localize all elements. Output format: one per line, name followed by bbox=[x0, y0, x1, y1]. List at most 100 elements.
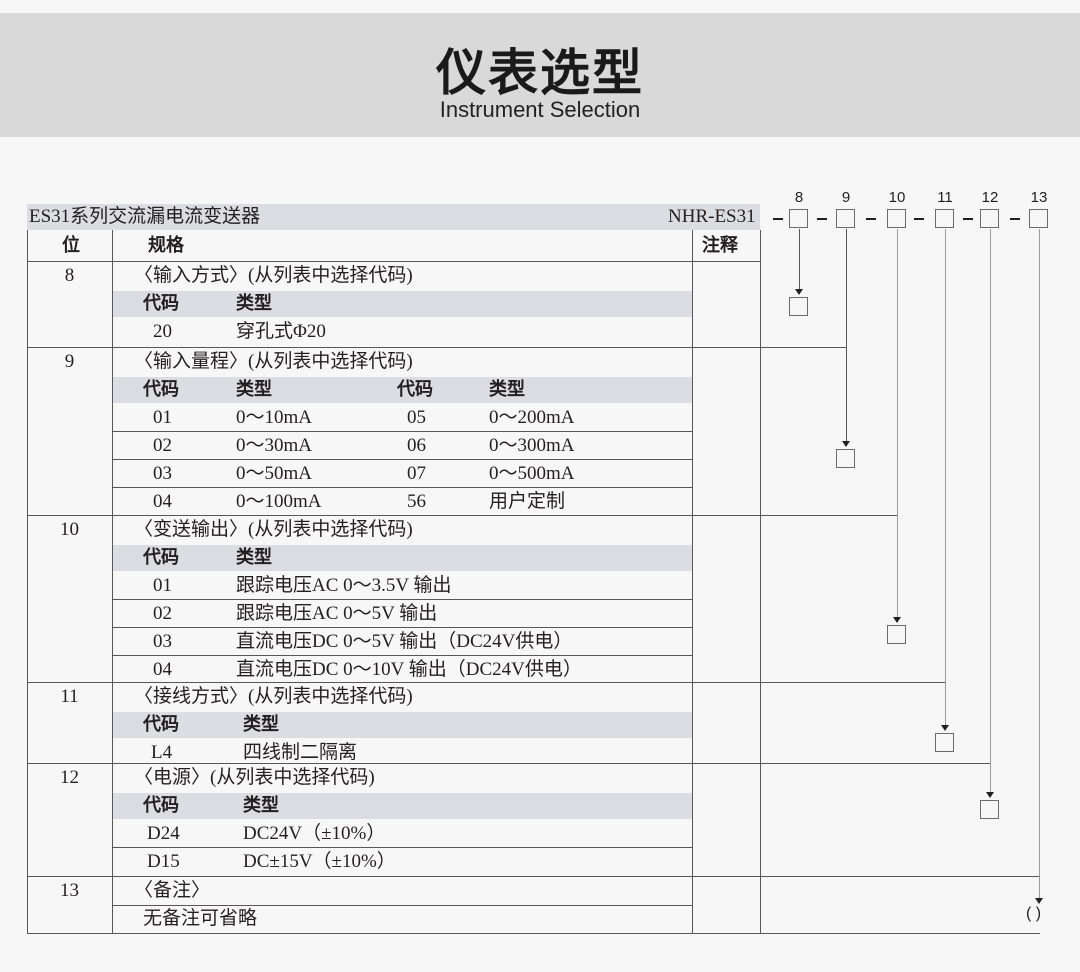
separator-dash bbox=[1010, 218, 1020, 220]
section-divider bbox=[27, 876, 1040, 877]
position-label: 10 bbox=[888, 189, 906, 206]
code-value: D24 bbox=[147, 823, 180, 844]
code-header: 类型 bbox=[489, 379, 525, 400]
type-value: 穿孔式Φ20 bbox=[236, 321, 326, 342]
code-header-band bbox=[113, 793, 692, 819]
product-title: ES31系列交流漏电流变送器 bbox=[29, 206, 261, 227]
code-result-slot bbox=[836, 449, 855, 468]
row-divider bbox=[112, 655, 692, 656]
code-value: L4 bbox=[151, 742, 173, 763]
column-divider bbox=[760, 230, 761, 933]
code-header: 代码 bbox=[143, 547, 179, 568]
code-header-band bbox=[113, 291, 692, 317]
separator-dash bbox=[914, 218, 924, 220]
arrow-down-icon bbox=[986, 792, 994, 798]
model-code: NHR-ES31 bbox=[668, 206, 756, 227]
row-divider bbox=[112, 431, 692, 432]
separator-dash bbox=[963, 218, 973, 220]
code-value: 07 bbox=[407, 463, 426, 484]
code-value: 04 bbox=[153, 491, 172, 512]
separator-dash bbox=[773, 218, 783, 220]
arrow-down-icon bbox=[941, 725, 949, 731]
section-caption: 〈电源〉(从列表中选择代码) bbox=[134, 767, 375, 788]
position-number: 12 bbox=[60, 767, 79, 788]
row-divider bbox=[112, 487, 692, 488]
code-slot bbox=[836, 209, 855, 228]
arrow-down-icon bbox=[893, 617, 901, 623]
position-label: 13 bbox=[1030, 189, 1048, 206]
code-header: 类型 bbox=[243, 795, 279, 816]
code-value: D15 bbox=[147, 851, 180, 872]
position-label: 12 bbox=[981, 189, 999, 206]
remark-placeholder: ( ) bbox=[1026, 905, 1042, 922]
code-slot bbox=[1029, 209, 1048, 228]
code-value: 03 bbox=[153, 463, 172, 484]
section-caption: 〈变送输出〉(从列表中选择代码) bbox=[134, 519, 413, 540]
table-border-left bbox=[27, 230, 28, 933]
position-number: 8 bbox=[64, 265, 75, 286]
type-value: DC±15V（±10%） bbox=[243, 851, 396, 872]
code-value: 03 bbox=[153, 631, 172, 652]
position-number: 11 bbox=[60, 686, 79, 707]
column-header-spec: 规格 bbox=[148, 235, 184, 256]
connector-line bbox=[990, 229, 991, 794]
row-divider bbox=[112, 905, 692, 906]
code-slot bbox=[789, 209, 808, 228]
code-header: 类型 bbox=[236, 547, 272, 568]
connector-line bbox=[799, 229, 800, 291]
code-value: 02 bbox=[153, 435, 172, 456]
column-divider bbox=[112, 230, 113, 933]
position-number: 13 bbox=[60, 880, 79, 901]
code-header: 类型 bbox=[236, 379, 272, 400]
row-divider bbox=[112, 459, 692, 460]
position-label: 9 bbox=[841, 189, 851, 206]
code-result-slot bbox=[887, 625, 906, 644]
type-value: 0～200mA bbox=[489, 407, 575, 428]
code-slot bbox=[980, 209, 999, 228]
section-divider bbox=[27, 682, 945, 683]
connector-line bbox=[1039, 229, 1040, 900]
page-subtitle: Instrument Selection bbox=[439, 97, 641, 122]
code-value: 56 bbox=[407, 491, 426, 512]
type-value: DC24V（±10%） bbox=[243, 823, 386, 844]
column-divider bbox=[692, 230, 693, 933]
arrow-down-icon bbox=[795, 289, 803, 295]
code-value: 02 bbox=[153, 603, 172, 624]
row-divider bbox=[112, 847, 692, 848]
section-divider bbox=[27, 515, 897, 516]
type-value: 0～30mA bbox=[236, 435, 313, 456]
code-value: 01 bbox=[153, 575, 172, 596]
code-header: 代码 bbox=[143, 795, 179, 816]
row-divider bbox=[112, 599, 692, 600]
header-banner: 仪表选型 Instrument Selection bbox=[0, 13, 1080, 137]
section-divider bbox=[27, 347, 846, 348]
type-value: 0～100mA bbox=[236, 491, 322, 512]
code-result-slot bbox=[789, 297, 808, 316]
code-value: 01 bbox=[153, 407, 172, 428]
code-slot bbox=[887, 209, 906, 228]
code-result-slot bbox=[935, 733, 954, 752]
code-header: 代码 bbox=[397, 379, 433, 400]
code-value: 05 bbox=[407, 407, 426, 428]
section-divider bbox=[27, 933, 1040, 934]
separator-dash bbox=[866, 218, 876, 220]
section-caption: 〈备注〉 bbox=[134, 880, 211, 901]
code-slot bbox=[935, 209, 954, 228]
position-label: 11 bbox=[937, 189, 953, 206]
type-value: 四线制二隔离 bbox=[243, 742, 358, 763]
position-label: 8 bbox=[794, 189, 804, 206]
connector-line bbox=[897, 229, 898, 619]
code-result-slot bbox=[980, 800, 999, 819]
type-value: 直流电压DC 0～10V 输出（DC24V供电） bbox=[236, 659, 582, 680]
code-header: 代码 bbox=[143, 379, 179, 400]
arrow-down-icon bbox=[1035, 898, 1043, 904]
header-divider bbox=[27, 261, 760, 262]
column-header-note: 注释 bbox=[702, 235, 738, 256]
code-header: 代码 bbox=[143, 714, 179, 735]
section-caption: 〈输入方式〉(从列表中选择代码) bbox=[134, 265, 413, 286]
code-value: 06 bbox=[407, 435, 426, 456]
type-value: 跟踪电压AC 0～3.5V 输出 bbox=[236, 575, 452, 596]
code-value: 20 bbox=[153, 321, 172, 342]
code-header-band bbox=[113, 545, 692, 571]
section-divider bbox=[27, 763, 990, 764]
